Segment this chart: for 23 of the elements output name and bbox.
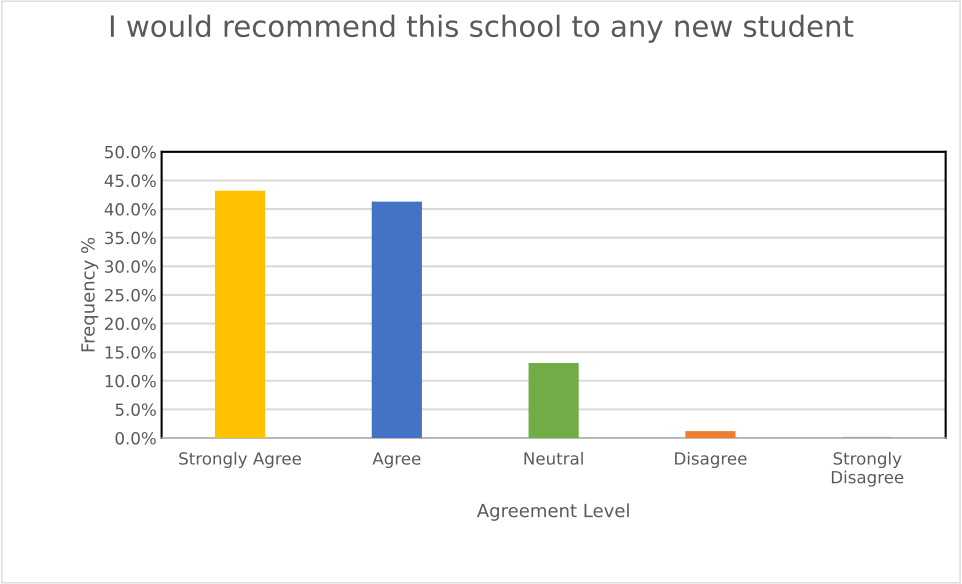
y-tick-label: 25.0% [105,288,156,302]
y-tick-label: 30.0% [105,260,156,273]
y-tick-label: 45.0% [104,174,156,188]
y-tick-label: 20.0% [105,318,156,330]
y-tick-label: 35.0% [105,232,156,244]
bar [372,202,422,438]
x-tick-label: Disagree [675,452,747,468]
y-tick-label: 15.0% [106,346,156,359]
y-tick-label: 50.0% [105,146,156,158]
y-tick-label: 40.0% [104,203,156,216]
bar [528,363,579,438]
bar [214,190,266,438]
x-tick-label: Strongly Agree [179,452,301,468]
y-tick-label: 0.0% [116,432,156,445]
x-axis-title: Agreement Level [476,503,629,521]
chart-title: I would recommend this school to any new student [110,14,854,43]
y-tick-label: 5.0% [116,403,156,416]
x-tick-label: Agree [372,452,420,468]
y-tick-label: 10.0% [106,374,156,388]
x-tick-label: Neutral [524,452,583,465]
y-axis-title: Frequency % [81,238,98,352]
x-tick-label: Strongly Disagree [832,452,904,487]
bar [685,431,736,438]
